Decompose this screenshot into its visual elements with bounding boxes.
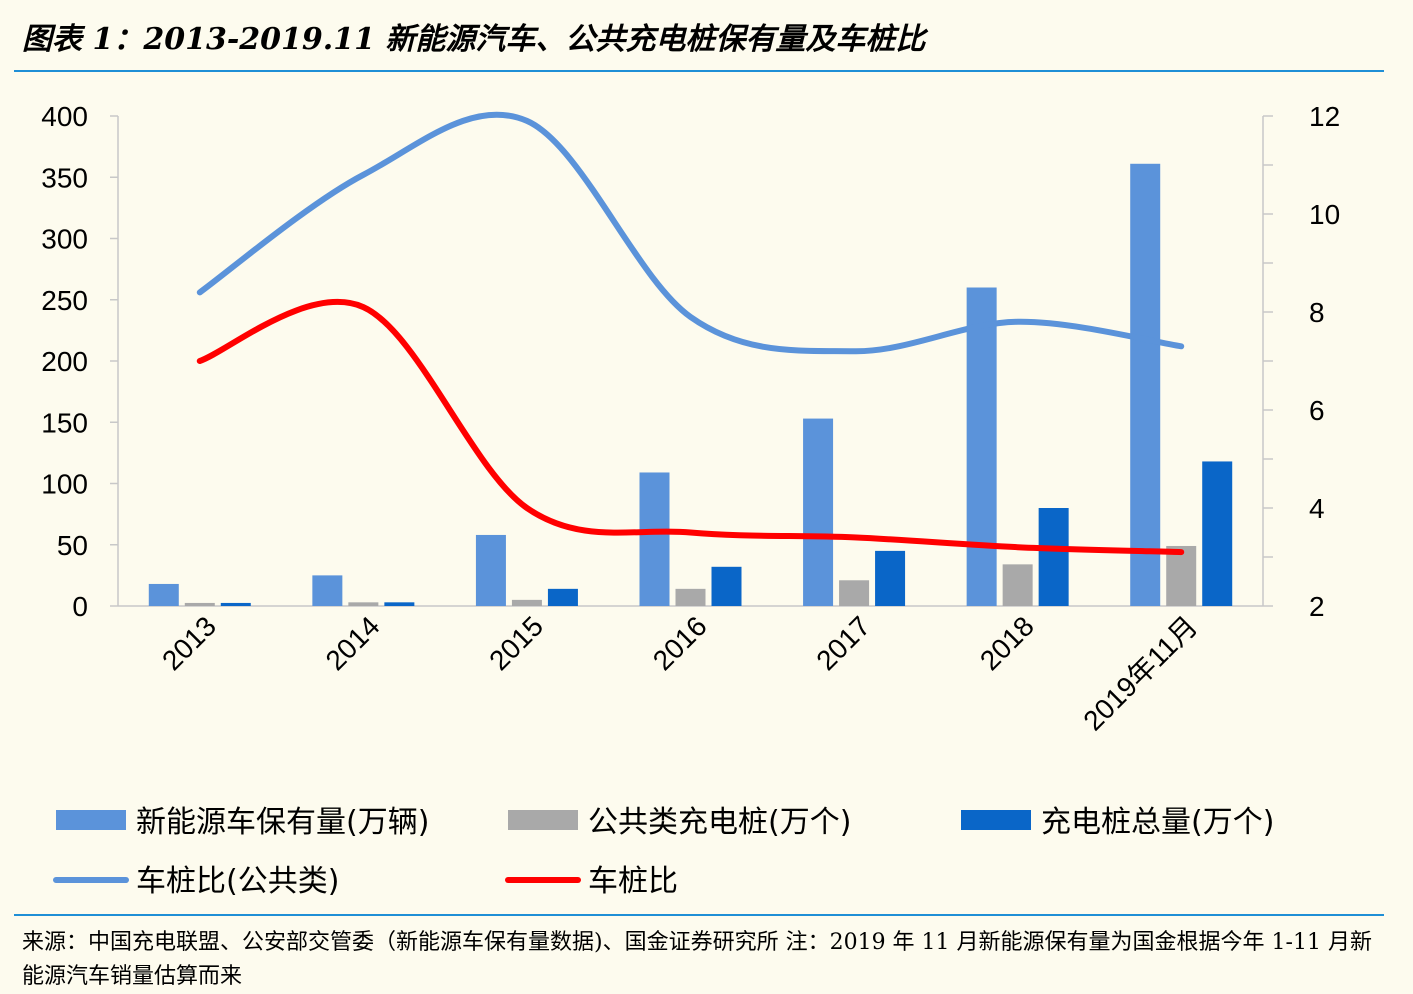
bar bbox=[675, 588, 706, 606]
x-tick-label: 2018 bbox=[974, 610, 1040, 676]
chart-svg: 0 50 100 150 200 250 300 350 400 2 4 6 8 10 12 2013 2014… bbox=[41, 101, 1340, 899]
x-tick-label: 2014 bbox=[320, 610, 386, 676]
bars-group bbox=[148, 163, 1233, 606]
right-tick-label: 6 bbox=[1309, 395, 1325, 426]
bar bbox=[384, 602, 415, 606]
bar bbox=[639, 472, 670, 606]
title-rule bbox=[14, 70, 1384, 72]
bar bbox=[711, 566, 742, 606]
source-note: 来源：中国充电联盟、公安部交管委（新能源车保有量数据)、国金证券研究所 注：20… bbox=[22, 930, 1372, 989]
left-tick-label: 50 bbox=[57, 530, 88, 561]
bar bbox=[184, 602, 215, 606]
legend-swatch bbox=[56, 810, 126, 830]
bar bbox=[1002, 564, 1033, 606]
bar bbox=[1166, 545, 1197, 606]
legend-label: 充电桩总量(万个) bbox=[1041, 805, 1274, 840]
bar bbox=[547, 588, 578, 606]
bar bbox=[220, 602, 251, 606]
bar bbox=[966, 287, 997, 606]
legend-label: 车桩比 bbox=[588, 864, 678, 899]
left-tick-label: 100 bbox=[41, 469, 88, 500]
bar bbox=[475, 534, 506, 606]
bar bbox=[348, 602, 379, 606]
right-tick-label: 8 bbox=[1309, 297, 1325, 328]
left-tick-label: 200 bbox=[41, 346, 88, 377]
right-tick-label: 2 bbox=[1309, 591, 1325, 622]
left-tick-label: 300 bbox=[41, 224, 88, 255]
bar bbox=[839, 580, 870, 606]
bar bbox=[803, 418, 834, 606]
x-tick-label: 2013 bbox=[156, 610, 222, 676]
right-tick-label: 12 bbox=[1309, 101, 1340, 132]
legend-swatch bbox=[961, 810, 1031, 830]
left-tick-label: 250 bbox=[41, 285, 88, 316]
left-tick-label: 400 bbox=[41, 101, 88, 132]
legend-group: 新能源车保有量(万辆) 公共类充电桩(万个) 充电桩总量(万个) 车桩比(公共类) 车桩… bbox=[53, 805, 1274, 899]
bar bbox=[148, 583, 179, 606]
chart-title: 图表 1：2013-2019.11 新能源汽车、公共充电桩保有量及车桩比 bbox=[22, 22, 926, 57]
bar bbox=[312, 575, 343, 606]
legend-label: 车桩比(公共类) bbox=[136, 864, 339, 899]
x-tick-label: 2017 bbox=[810, 610, 876, 676]
bar bbox=[511, 599, 542, 606]
x-tick-label: 2015 bbox=[483, 610, 549, 676]
left-tick-label: 150 bbox=[41, 407, 88, 438]
right-tick-label: 10 bbox=[1309, 199, 1340, 230]
bar bbox=[1038, 508, 1069, 606]
legend-label: 公共类充电桩(万个) bbox=[588, 805, 851, 840]
footer-rule bbox=[14, 914, 1384, 916]
right-tick-label: 4 bbox=[1309, 493, 1325, 524]
bar bbox=[875, 550, 906, 606]
bar bbox=[1202, 461, 1233, 606]
lines-group bbox=[196, 111, 1185, 556]
bar bbox=[1130, 163, 1161, 606]
x-tick-label: 2019年11月 bbox=[1077, 610, 1203, 736]
left-tick-label: 350 bbox=[41, 162, 88, 193]
series-line bbox=[196, 111, 1185, 355]
series-line bbox=[196, 298, 1185, 556]
left-tick-label: 0 bbox=[72, 591, 88, 622]
x-tick-label: 2016 bbox=[647, 610, 713, 676]
legend-swatch bbox=[508, 810, 578, 830]
legend-label: 新能源车保有量(万辆) bbox=[136, 805, 429, 840]
